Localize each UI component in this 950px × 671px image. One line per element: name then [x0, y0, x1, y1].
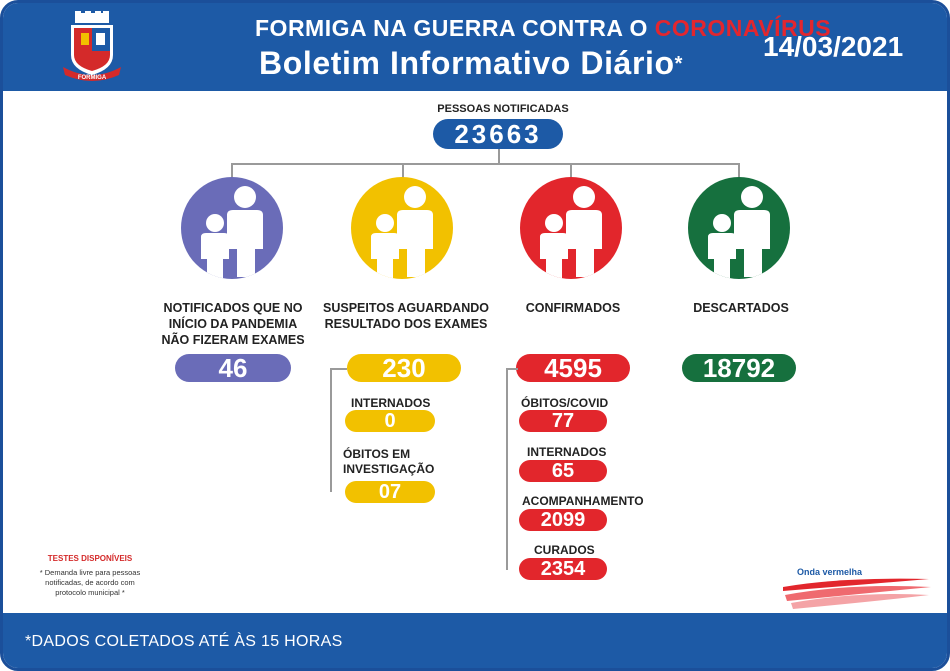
confirmed-hospitalized-value: 65: [519, 460, 607, 482]
suspects-hospitalized-value: 0: [345, 410, 435, 432]
total-label: PESSOAS NOTIFICADAS: [437, 103, 569, 115]
red-wave-icon: [783, 578, 931, 609]
category-label-confirmed: CONFIRMADOS: [525, 301, 621, 315]
confirmed-value: 4595: [516, 354, 630, 382]
red-wave-indicator: Onda vermelha: [779, 567, 939, 611]
discarded-value: 18792: [682, 354, 796, 382]
tests-available-title: TESTES DISPONÍVEIS: [47, 554, 133, 563]
suspects-hospitalized-label: INTERNADOS: [351, 396, 431, 410]
recovered-value: 2354: [519, 558, 607, 580]
covid-deaths-value: 77: [519, 410, 607, 432]
tests-available-note: TESTES DISPONÍVEIS * Demanda livre para …: [25, 554, 155, 598]
deaths-investigation-value: 07: [345, 481, 435, 503]
monitoring-label: ACOMPANHAMENTO: [522, 494, 644, 508]
red-wave-label: Onda vermelha: [797, 567, 863, 577]
notified-no-exam-value: 46: [175, 354, 291, 382]
footer-bar: *DADOS COLETADOS ATÉ ÀS 15 HORAS: [3, 613, 947, 668]
category-label-suspects: SUSPEITOS AGUARDANDO RESULTADO DOS EXAME…: [323, 301, 489, 331]
bulletin-date: 14/03/2021: [763, 31, 904, 62]
covid-deaths-label: ÓBITOS/COVID: [521, 396, 609, 410]
suspects-people-icon: [351, 177, 453, 279]
category-label-notified-no-exam: NOTIFICADOS QUE NO INÍCIO DA PANDEMIA NÃ…: [161, 301, 305, 347]
svg-text:FORMIGA: FORMIGA: [78, 75, 107, 81]
deaths-investigation-label: ÓBITOS EM INVESTIGAÇÃO: [343, 447, 435, 476]
notified-no-exam-people-icon: [181, 177, 283, 279]
header-bar: FORMIGA FORMIGA NA GUERRA CONTRA O CORON…: [3, 3, 947, 91]
header-title-line2: Boletim Informativo Diário*: [259, 45, 684, 81]
city-coat-of-arms-icon: FORMIGA: [63, 11, 121, 81]
total-value-pill: 23663: [433, 119, 563, 149]
header-title-line1: FORMIGA NA GUERRA CONTRA O CORONAVÍRUS: [255, 15, 832, 41]
category-label-discarded: DESCARTADOS: [693, 301, 789, 315]
confirmed-hospitalized-label: INTERNADOS: [527, 445, 607, 459]
data-collection-note: *DADOS COLETADOS ATÉ ÀS 15 HORAS: [25, 633, 343, 650]
recovered-label: CURADOS: [534, 543, 595, 557]
suspects-value: 230: [347, 354, 461, 382]
monitoring-value: 2099: [519, 509, 607, 531]
confirmed-people-icon: [520, 177, 622, 279]
tests-available-text: * Demanda livre para pessoas notificadas…: [39, 568, 141, 597]
discarded-people-icon: [688, 177, 790, 279]
coronavirus-word: CORONAVÍRUS: [654, 15, 832, 41]
